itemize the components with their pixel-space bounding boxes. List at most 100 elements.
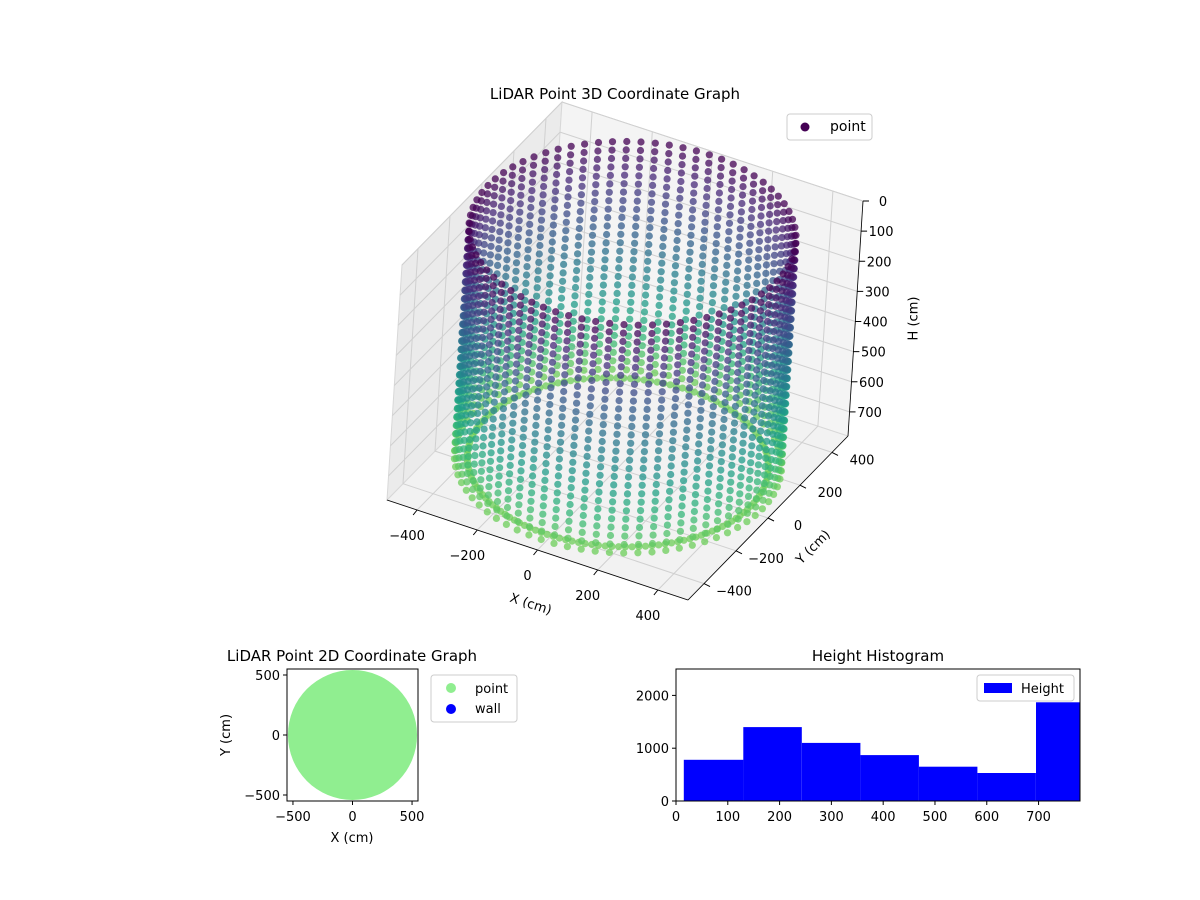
point-3d xyxy=(546,280,554,288)
point-3d xyxy=(585,419,593,427)
point-3d xyxy=(723,373,731,381)
point-3d xyxy=(746,231,754,239)
point-3d xyxy=(620,540,628,549)
point-3d xyxy=(471,268,479,276)
point-3d xyxy=(557,294,566,302)
point-3d xyxy=(587,393,595,401)
point-3d xyxy=(674,220,682,228)
point-3d xyxy=(522,383,531,391)
point-3d xyxy=(709,403,717,411)
point-3d xyxy=(482,283,490,291)
point-3d xyxy=(629,397,638,405)
point-3d xyxy=(679,144,687,152)
point-3d xyxy=(759,496,767,504)
point-3d xyxy=(652,344,661,352)
point-3d xyxy=(615,264,623,272)
point-3d xyxy=(689,333,697,341)
legend-frame xyxy=(786,113,873,141)
point-3d xyxy=(695,440,703,448)
point-3d xyxy=(459,453,467,461)
point-3d xyxy=(608,515,616,523)
point-3d xyxy=(569,326,577,334)
point-3d xyxy=(567,142,575,150)
point-3d xyxy=(614,272,622,281)
point-3d xyxy=(764,420,772,428)
point-3d xyxy=(592,539,600,547)
point-3d xyxy=(622,507,631,515)
point-3d xyxy=(654,455,662,463)
point-3d xyxy=(578,537,586,545)
point-3d xyxy=(544,297,553,305)
point-3d xyxy=(577,332,585,340)
point-3d xyxy=(611,456,619,464)
point-3d xyxy=(612,439,621,447)
point-3d xyxy=(538,320,546,328)
point-3d xyxy=(520,425,528,433)
point-3d xyxy=(651,369,659,377)
point-3d xyxy=(576,216,584,224)
point-3d xyxy=(744,501,752,509)
z-tick-label-3d: 600 xyxy=(859,376,884,391)
point-3d xyxy=(577,323,586,331)
point-3d xyxy=(648,548,656,556)
point-3d xyxy=(597,323,605,331)
point-3d xyxy=(679,358,687,366)
point-3d xyxy=(662,538,671,546)
point-3d xyxy=(516,200,524,208)
point-3d xyxy=(612,447,620,455)
point-3d xyxy=(515,217,523,225)
point-3d xyxy=(677,510,686,518)
point-3d xyxy=(516,208,524,216)
point-3d xyxy=(539,191,547,199)
point-3d xyxy=(504,487,513,495)
point-3d xyxy=(497,202,505,210)
point-3d xyxy=(658,388,666,396)
point-3d xyxy=(590,351,598,359)
point-3d xyxy=(495,236,503,244)
point-3d xyxy=(525,523,534,531)
point-3d xyxy=(499,177,507,185)
point-3d xyxy=(580,148,588,157)
point-3d xyxy=(760,376,768,385)
point-3d xyxy=(762,343,770,351)
point-3d xyxy=(756,229,764,237)
point-3d xyxy=(633,338,641,346)
point-3d xyxy=(635,163,644,171)
point-3d xyxy=(557,303,565,311)
point-3d xyxy=(724,512,733,520)
point-3d xyxy=(575,233,583,241)
point-3d xyxy=(731,411,739,419)
point-3d xyxy=(496,455,504,463)
point-3d xyxy=(538,199,547,207)
point-3d xyxy=(553,497,561,505)
gridline xyxy=(561,101,864,202)
point-3d xyxy=(624,473,633,481)
point-3d xyxy=(616,239,624,247)
point-3d xyxy=(485,474,494,482)
point-3d xyxy=(512,267,520,275)
point-3d xyxy=(529,170,537,178)
point-3d xyxy=(469,293,477,301)
point-3d xyxy=(711,256,719,264)
point-3d xyxy=(713,525,721,533)
point-3d xyxy=(702,201,710,209)
point-3d xyxy=(769,430,777,438)
point-3d xyxy=(538,527,546,535)
point-3d xyxy=(633,346,641,355)
point-3d xyxy=(467,327,475,335)
point-3d xyxy=(766,284,774,292)
point-3d xyxy=(521,408,529,416)
y-tick-label-hist: 1000 xyxy=(636,742,669,757)
point-3d xyxy=(579,165,587,173)
point-3d xyxy=(586,402,594,410)
point-3d xyxy=(767,456,775,464)
point-3d xyxy=(779,270,787,278)
point-3d xyxy=(617,363,625,371)
point-3d xyxy=(572,275,580,283)
point-3d xyxy=(753,486,761,494)
point-3d xyxy=(524,357,532,365)
point-3d xyxy=(662,320,671,328)
point-3d xyxy=(702,512,710,521)
point-3d xyxy=(577,191,586,199)
point-3d xyxy=(460,445,468,453)
